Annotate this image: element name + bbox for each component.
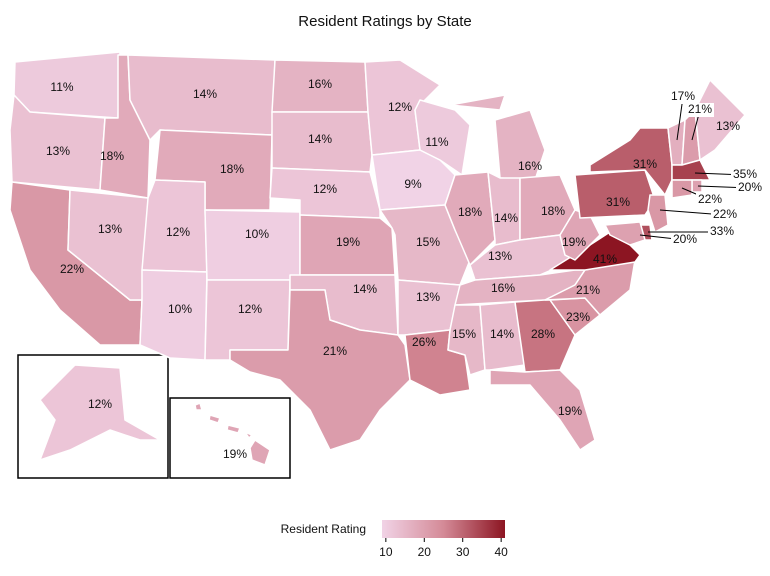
value-label: 22% [713,207,737,221]
value-label: 20% [738,180,762,194]
state [229,289,411,451]
value-label: 31% [633,157,657,171]
state [204,209,301,281]
value-label: 21% [576,283,600,297]
value-label: 12% [88,397,112,411]
state [449,94,546,181]
value-label: 18% [458,205,482,219]
value-label: 14% [193,87,217,101]
label-bg [669,90,697,104]
state [271,111,373,173]
state [671,179,693,199]
value-label: 31% [606,195,630,209]
value-label: 13% [716,119,740,133]
state [671,159,711,181]
label-bg [696,193,724,207]
hawaii-inset [169,397,291,479]
value-label: 15% [452,327,476,341]
value-label: 22% [698,192,722,206]
value-label: 19% [558,404,582,418]
value-label: 33% [710,224,734,238]
states [9,51,746,466]
value-label: 35% [733,167,757,181]
label-bg [708,225,736,239]
state [549,231,641,271]
value-label: 41% [593,252,617,266]
state [604,221,646,246]
value-label: 20% [673,232,697,246]
state [204,279,291,361]
colorbar-tick-label: 20 [418,545,432,559]
value-label: 19% [562,235,586,249]
value-label: 12% [166,225,190,239]
value-label: 13% [416,290,440,304]
value-label: 16% [308,77,332,91]
value-label: 15% [416,235,440,249]
value-label: 17% [671,89,695,103]
state [299,214,396,276]
value-label: 16% [518,159,542,173]
value-label: 12% [238,302,262,316]
value-label: 22% [60,262,84,276]
state [414,99,471,176]
value-label: 18% [220,162,244,176]
state [479,301,526,371]
value-label: 19% [336,235,360,249]
colorbar-tick-label: 40 [494,545,508,559]
state [559,209,601,261]
state [647,194,669,233]
value-label: 14% [494,211,518,225]
state [574,169,656,219]
value-label: 18% [541,204,565,218]
colorbar-tick-label: 30 [456,545,470,559]
value-label: 28% [531,327,555,341]
value-label: 14% [308,132,332,146]
value-label: 10% [168,302,192,316]
value-label: 21% [323,344,347,358]
value-label: 11% [425,135,448,149]
state [194,402,271,466]
value-label: 10% [245,227,269,241]
alaska-inset [17,354,169,479]
value-label: 13% [488,249,512,263]
value-label: 14% [490,327,514,341]
colorbar [382,520,505,538]
state [694,79,746,161]
colorbar-title: Resident Rating [281,522,366,536]
colorbar-tick-label: 10 [379,545,393,559]
value-label: 12% [388,100,412,114]
value-label: 13% [46,144,70,158]
value-label: 19% [223,447,247,461]
value-label: 23% [566,310,590,324]
value-label: 12% [313,182,337,196]
label-bg [686,103,714,117]
value-label: 18% [100,149,124,163]
label-bg [671,233,699,247]
label-bg [711,208,739,222]
value-label: 21% [688,102,712,116]
value-label: 26% [412,335,436,349]
value-label: 11% [50,80,73,94]
state [489,369,596,451]
label-bg [731,168,759,182]
map-title: Resident Ratings by State [298,13,471,30]
label-bg [736,181,764,195]
value-label: 14% [353,282,377,296]
labels: 11% 13% 22% 18% 13% 14% 18% 12% 10% 10% 12% 16% 14% 1… [46,77,764,461]
leader-line [676,96,684,141]
state [39,364,161,461]
value-label: 9% [404,177,422,191]
value-label: 16% [491,281,515,295]
value-label: 13% [98,222,122,236]
